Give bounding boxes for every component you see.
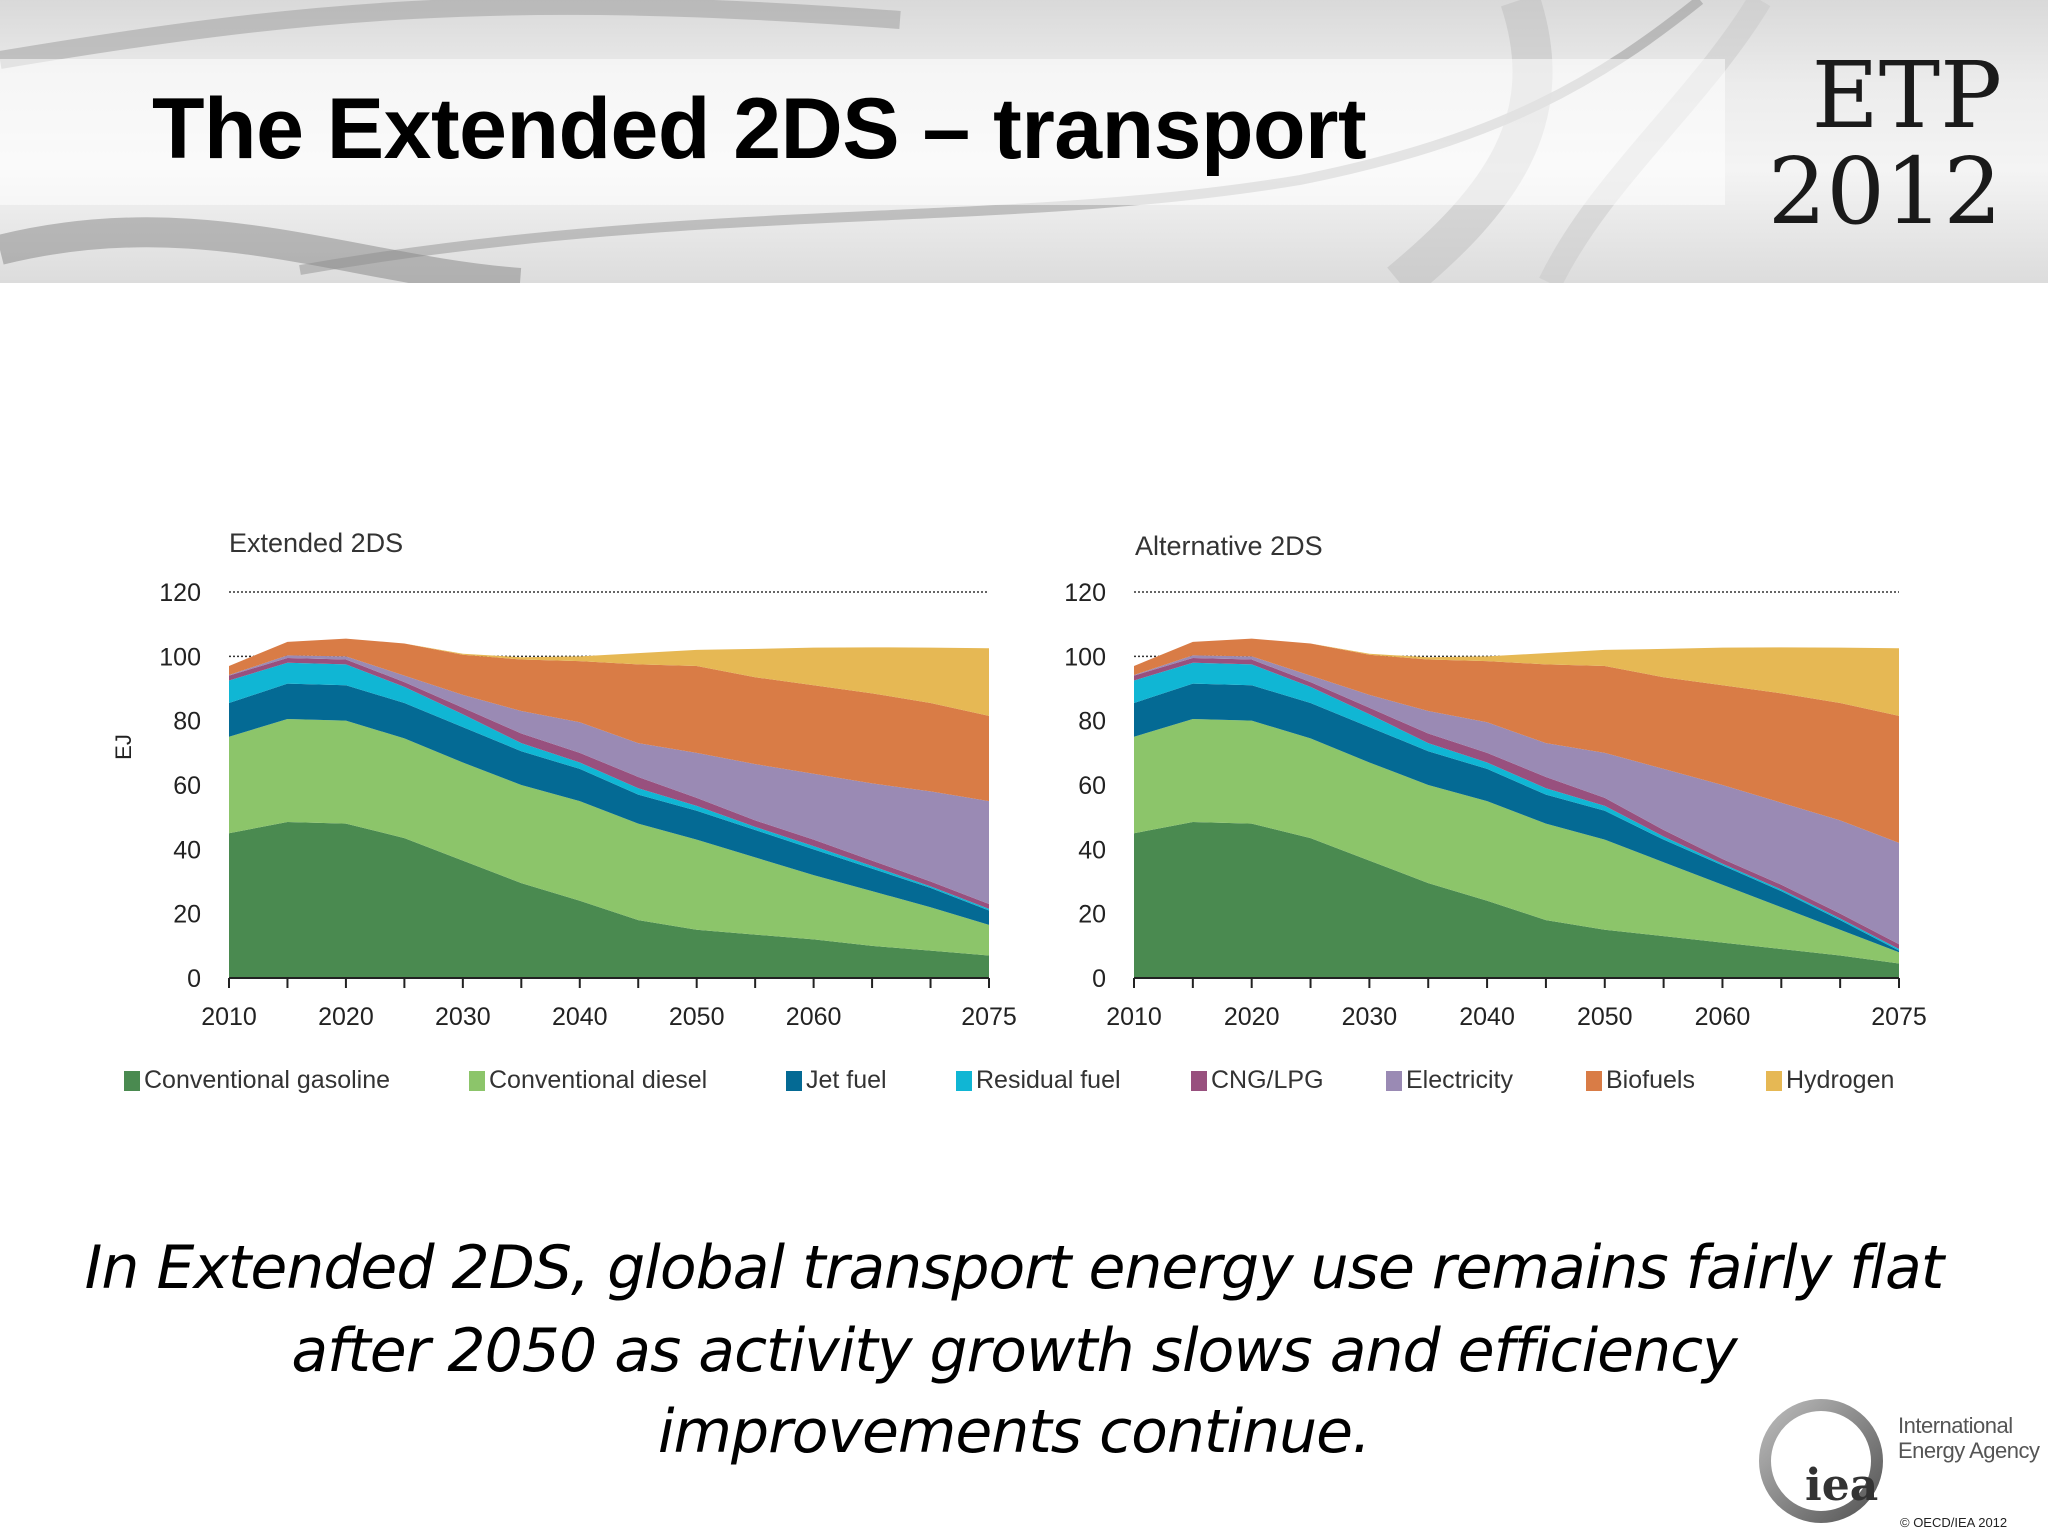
x-tick-label: 2030 xyxy=(1342,1003,1398,1031)
x-tick-label: 2060 xyxy=(786,1003,842,1031)
area-electricity xyxy=(1134,655,1899,945)
y-tick-label: 120 xyxy=(159,579,201,607)
legend-swatch xyxy=(469,1070,485,1091)
x-tick-label: 2050 xyxy=(1577,1003,1633,1031)
title-band xyxy=(0,59,1725,205)
area-jet-fuel xyxy=(229,683,989,925)
legend-item: Biofuels xyxy=(1586,1066,1695,1095)
y-tick-label: 120 xyxy=(1064,579,1106,607)
legend-label: Conventional diesel xyxy=(489,1066,708,1094)
slide-header: The Extended 2DS – transport ETP 2012 xyxy=(0,0,2048,283)
area-biofuels xyxy=(1134,638,1899,843)
y-tick-label: 80 xyxy=(173,708,201,736)
slide-title: The Extended 2DS – transport xyxy=(152,81,1367,177)
y-tick-label: 40 xyxy=(173,836,201,864)
y-tick-label: 60 xyxy=(1078,772,1106,800)
y-tick-label: 60 xyxy=(173,772,201,800)
legend-swatch xyxy=(1191,1070,1207,1091)
copyright: © OECD/IEA 2012 xyxy=(1900,1515,2008,1530)
legend-swatch xyxy=(1586,1070,1602,1091)
y-tick-label: 100 xyxy=(1064,643,1106,671)
area-jet-fuel xyxy=(1134,683,1899,953)
y-tick-label: 20 xyxy=(173,901,201,929)
legend-item: Residual fuel xyxy=(956,1066,1121,1095)
area-biofuels xyxy=(229,638,989,802)
chart-title-extended-2ds: Extended 2DS xyxy=(229,528,404,558)
legend-item: Conventional diesel xyxy=(469,1066,707,1095)
y-tick-label: 0 xyxy=(187,965,201,993)
legend-label: CNG/LPG xyxy=(1211,1066,1324,1094)
iea-name: International Energy Agency xyxy=(1898,1413,2040,1463)
iea-logo: iea xyxy=(1759,1399,1883,1523)
legend-swatch xyxy=(956,1070,972,1091)
y-axis-label: EJ xyxy=(111,734,136,760)
legend-label: Jet fuel xyxy=(806,1066,887,1094)
caption-line-1: In Extended 2DS, global transport energy… xyxy=(84,1233,1945,1303)
legend-item: CNG/LPG xyxy=(1191,1066,1324,1095)
iea-logo-mark: iea xyxy=(1805,1460,1878,1511)
y-tick-label: 20 xyxy=(1078,901,1106,929)
iea-name-line1: International xyxy=(1898,1413,2013,1438)
area-hydrogen xyxy=(1134,638,1899,716)
area-conventional-gasoline xyxy=(1134,821,1899,978)
y-tick-label: 80 xyxy=(1078,708,1106,736)
y-tick-label: 0 xyxy=(1092,965,1106,993)
x-tick-label: 2040 xyxy=(552,1003,608,1031)
iea-name-line2: Energy Agency xyxy=(1898,1438,2040,1463)
x-tick-label: 2040 xyxy=(1459,1003,1515,1031)
x-tick-label: 2060 xyxy=(1695,1003,1751,1031)
x-tick-label: 2050 xyxy=(669,1003,725,1031)
x-tick-label: 2075 xyxy=(961,1003,1017,1031)
legend-label: Residual fuel xyxy=(976,1066,1121,1094)
legend-label: Biofuels xyxy=(1606,1066,1695,1094)
area-conventional-diesel xyxy=(1134,719,1899,964)
area-conventional-gasoline xyxy=(229,821,989,978)
x-tick-label: 2030 xyxy=(435,1003,491,1031)
area-hydrogen xyxy=(229,638,989,716)
caption-line-2: after 2050 as activity growth slows and … xyxy=(291,1316,1737,1386)
stacked-area-charts: 2010 2020 2030 2040 2050 2060 2075020406080100… xyxy=(111,579,1927,1031)
legend-item: Electricity xyxy=(1386,1066,1513,1095)
etp-badge-year: 2012 xyxy=(1767,138,2002,245)
legend-item: Jet fuel xyxy=(786,1066,887,1095)
legend-item: Hydrogen xyxy=(1766,1066,1894,1095)
legend-swatch xyxy=(786,1070,802,1091)
legend-label: Conventional gasoline xyxy=(144,1066,391,1094)
legend-label: Electricity xyxy=(1406,1066,1513,1094)
area-electricity xyxy=(229,655,989,905)
x-tick-label: 2075 xyxy=(1871,1003,1927,1031)
legend-item: Conventional gasoline xyxy=(124,1066,390,1095)
legend-swatch xyxy=(1766,1070,1782,1091)
legend: Conventional gasoline Conventional diesel… xyxy=(0,1066,2048,1098)
y-tick-label: 100 xyxy=(159,643,201,671)
caption-line-3: improvements continue. xyxy=(657,1397,1371,1467)
chart-title-alternative-2ds: Alternative 2DS xyxy=(1135,531,1323,561)
y-tick-label: 40 xyxy=(1078,836,1106,864)
x-tick-label: 2010 xyxy=(1106,1003,1162,1031)
legend-label: Hydrogen xyxy=(1786,1066,1895,1094)
area-conventional-diesel xyxy=(229,719,989,956)
x-tick-label: 2020 xyxy=(318,1003,374,1031)
x-tick-label: 2010 xyxy=(201,1003,257,1031)
legend-swatch xyxy=(124,1070,140,1091)
etp-badge-line1: ETP xyxy=(1811,42,2002,149)
legend-swatch xyxy=(1386,1070,1402,1091)
x-tick-label: 2020 xyxy=(1224,1003,1280,1031)
